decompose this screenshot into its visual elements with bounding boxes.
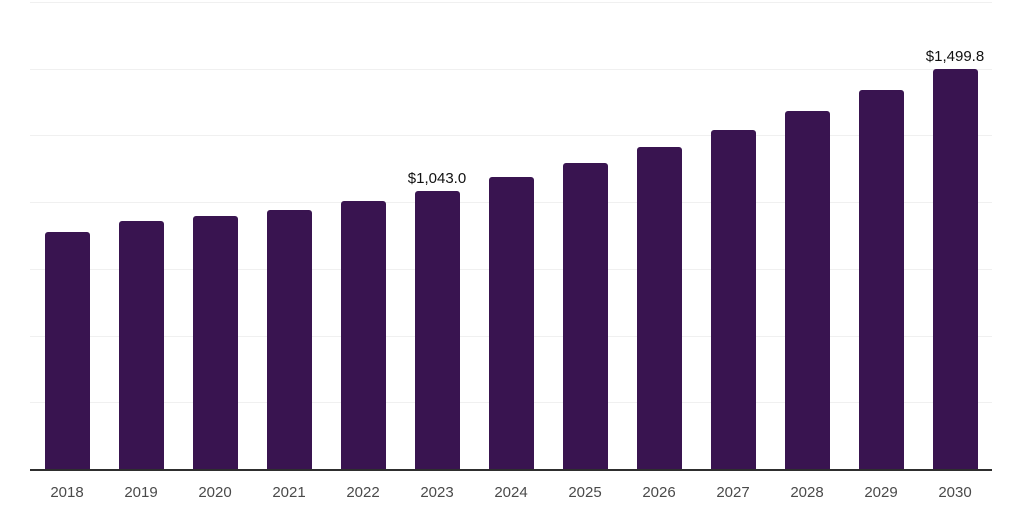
bar-slot-2023: $1,043.0 [400, 2, 474, 469]
gridline-1500 [30, 68, 992, 70]
bar-slot-2028 [770, 2, 844, 469]
bar-slot-2020 [178, 2, 252, 469]
bar-slot-2024 [474, 2, 548, 469]
gridline-1250 [30, 135, 992, 137]
bar-slot-2029 [844, 2, 918, 469]
bar-series: $1,043.0 $1,499.8 [30, 2, 992, 469]
x-tick-2019: 2019 [124, 484, 158, 501]
bar-slot-2019 [104, 2, 178, 469]
x-tick-2025: 2025 [568, 484, 602, 501]
bar-slot-2027 [696, 2, 770, 469]
bar-2028[interactable] [784, 110, 830, 469]
bar-2024[interactable] [488, 177, 534, 469]
x-tick-2023: 2023 [420, 484, 454, 501]
bar-2018[interactable] [44, 232, 90, 469]
bar-2030[interactable] [932, 68, 978, 469]
x-tick-2024: 2024 [494, 484, 528, 501]
bar-slot-2021 [252, 2, 326, 469]
gridline-1750 [30, 2, 992, 3]
x-tick-2030: 2030 [938, 484, 972, 501]
bar-2019[interactable] [118, 220, 164, 469]
bar-2022[interactable] [340, 200, 386, 469]
plot-area: $1,043.0 $1,499.8 [30, 2, 992, 471]
bar-2026[interactable] [636, 146, 682, 469]
bar-2020[interactable] [192, 215, 238, 469]
bar-2021[interactable] [266, 209, 312, 469]
x-tick-2026: 2026 [642, 484, 676, 501]
chart-container: $1,043.0 $1,499.8 2018 2019 2020 2021 2022 202… [30, 2, 992, 502]
bar-slot-2030: $1,499.8 [918, 2, 992, 469]
bar-slot-2025 [548, 2, 622, 469]
x-tick-2020: 2020 [198, 484, 232, 501]
bar-slot-2018 [30, 2, 104, 469]
x-tick-2021: 2021 [272, 484, 306, 501]
bar-2023[interactable] [414, 190, 460, 469]
x-axis: 2018 2019 2020 2021 2022 2023 2024 2025 2026 2027… [30, 471, 992, 502]
x-tick-2029: 2029 [864, 484, 898, 501]
x-tick-2028: 2028 [790, 484, 824, 501]
bar-2027[interactable] [710, 129, 756, 469]
bar-value-label-2023: $1,043.0 [407, 169, 467, 187]
bar-slot-2022 [326, 2, 400, 469]
x-tick-2018: 2018 [50, 484, 84, 501]
x-tick-2022: 2022 [346, 484, 380, 501]
bar-value-label-2030: $1,499.8 [925, 47, 985, 65]
x-tick-2027: 2027 [716, 484, 750, 501]
bar-slot-2026 [622, 2, 696, 469]
bar-2025[interactable] [562, 162, 608, 469]
bar-2029[interactable] [858, 90, 904, 469]
